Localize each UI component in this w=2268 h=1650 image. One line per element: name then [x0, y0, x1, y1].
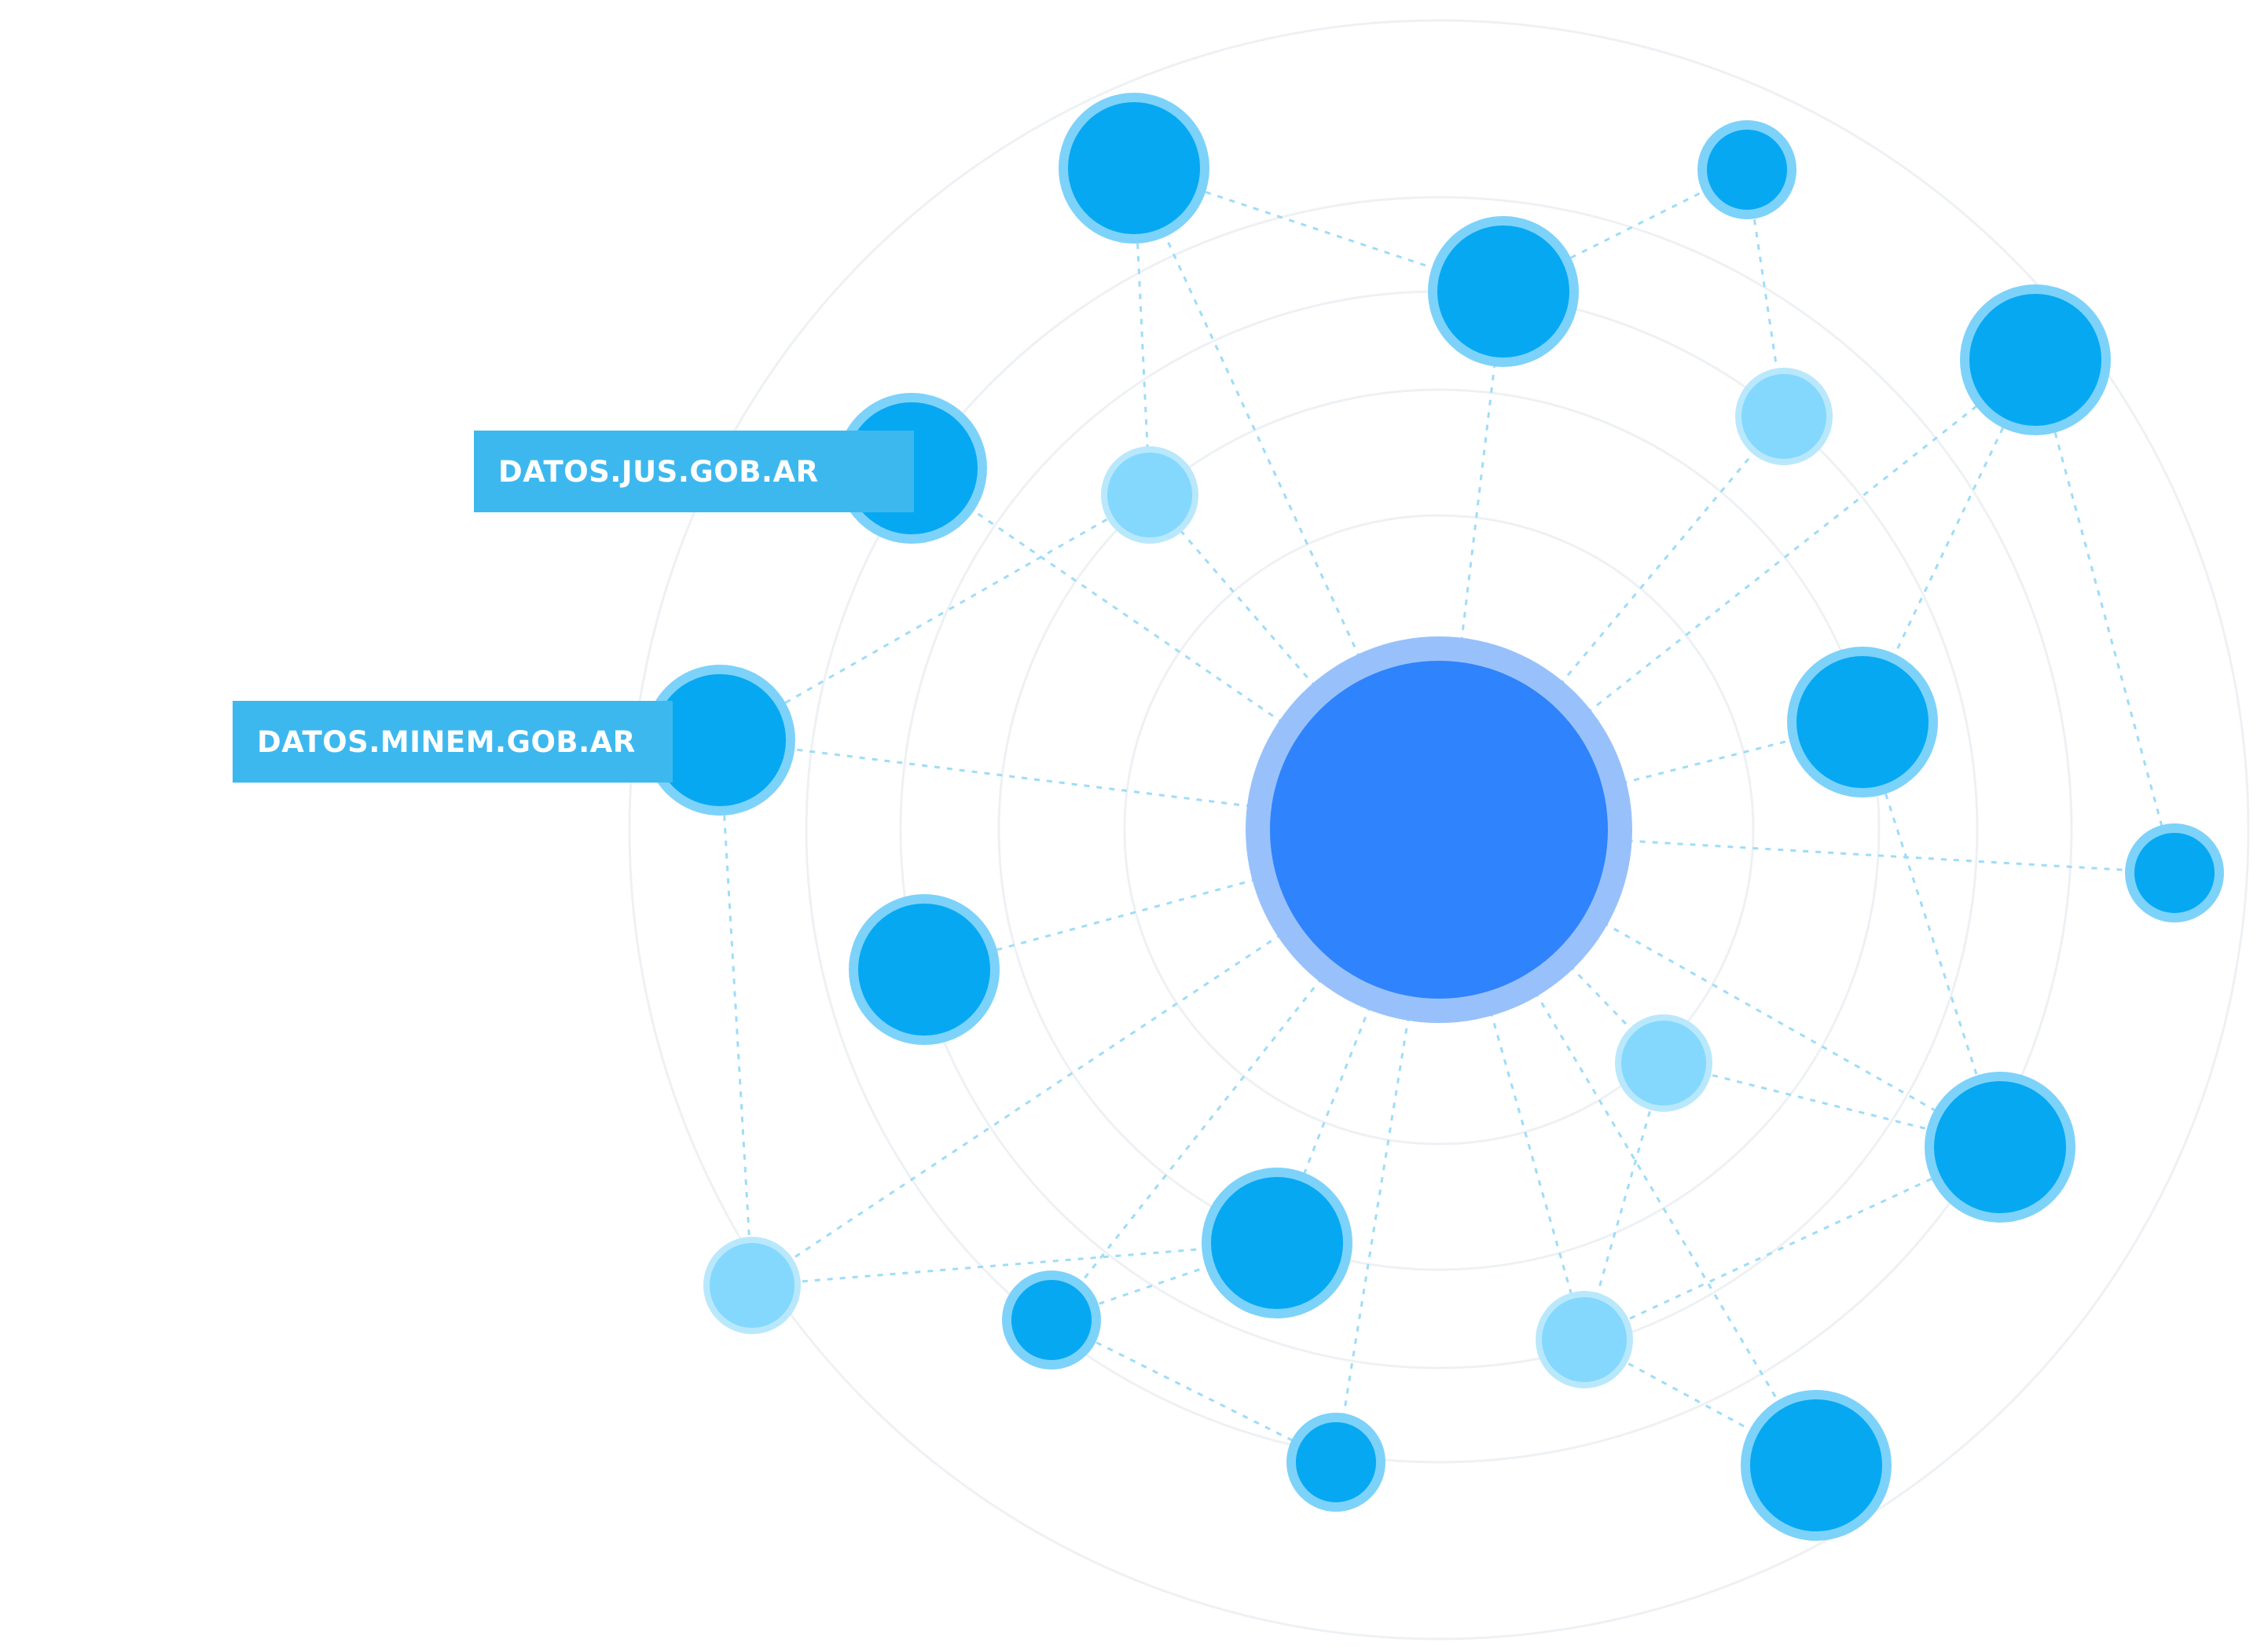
label-datos-minem: DATOS.MINEM.GOB.AR	[233, 701, 673, 783]
node-n4-circle	[1960, 284, 2111, 435]
node-circles	[644, 93, 2224, 1541]
node-n9-circle	[849, 894, 1000, 1045]
edge-n8-n17	[718, 739, 754, 1286]
label-datos-jus: DATOS.JUS.GOB.AR	[474, 431, 914, 512]
node-n17-circle	[703, 1237, 801, 1334]
node-n2-circle	[1428, 216, 1579, 367]
node-n16-circle	[1286, 1413, 1385, 1512]
edge-hub-n10	[1438, 720, 1863, 831]
node-n15-circle	[1002, 1270, 1101, 1370]
edge-hub-n19	[1437, 829, 1818, 1466]
node-n10-circle	[1787, 647, 1938, 798]
node-n6-circle	[1101, 446, 1198, 544]
edge-hub-n8	[719, 739, 1440, 831]
edge-hub-n5	[911, 467, 1440, 831]
concentric-rings	[628, 19, 2250, 1641]
edge-n14-n18	[1584, 1146, 2001, 1341]
node-n14-circle	[1536, 1291, 1633, 1388]
node-n18-circle	[1925, 1072, 2075, 1223]
node-n13-circle	[1202, 1168, 1352, 1318]
ring-1	[1123, 514, 1755, 1146]
ring-2	[997, 388, 1881, 1271]
node-n12-circle	[1615, 1014, 1712, 1112]
edge-n15-n16	[1051, 1318, 1337, 1464]
edge-n17-n13	[751, 1241, 1278, 1287]
edge-hub-n11	[1438, 828, 2175, 874]
node-n3-circle	[1697, 120, 1796, 219]
hub-circle	[1270, 661, 1608, 999]
node-n11-circle	[2125, 823, 2224, 922]
edge-n4-n11	[2034, 359, 2176, 874]
ring-4	[805, 196, 2073, 1464]
node-n1-circle	[1059, 93, 1209, 244]
node-n19-circle	[1741, 1390, 1892, 1541]
node-n7-circle	[1735, 368, 1833, 465]
edge-hub-n1	[1132, 167, 1440, 830]
edge-hub-n6	[1148, 494, 1440, 830]
ring-5	[628, 19, 2250, 1641]
